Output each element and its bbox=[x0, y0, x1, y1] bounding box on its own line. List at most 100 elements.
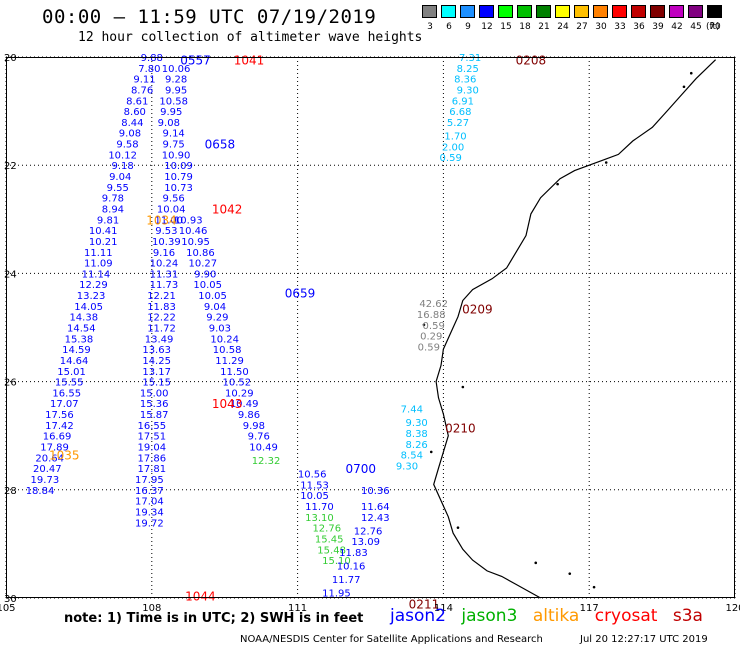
legend-swatch bbox=[498, 5, 513, 18]
swh-label: 9.18 bbox=[112, 161, 134, 172]
swh-label: 9.53 bbox=[155, 226, 177, 237]
swh-label: 10.06 bbox=[162, 64, 191, 75]
swh-label: 11.70 bbox=[305, 502, 334, 513]
swh-label: 9.95 bbox=[160, 107, 182, 118]
swh-label: 11.83 bbox=[147, 302, 176, 313]
swh-label: 12.43 bbox=[361, 513, 390, 524]
swh-label: 17.86 bbox=[137, 453, 166, 464]
swh-label: 10.49 bbox=[249, 443, 278, 454]
swh-label: 0.29 bbox=[420, 332, 442, 343]
swh-label: 15.55 bbox=[55, 378, 84, 389]
coastline bbox=[422, 59, 717, 599]
swh-label: 17.51 bbox=[137, 432, 166, 443]
altimeter-tracks: 9.887.809.118.768.618.608.449.089.5810.1… bbox=[26, 53, 482, 600]
swh-label: 14.59 bbox=[62, 345, 91, 356]
swh-label: 17.04 bbox=[135, 497, 164, 508]
swh-label: 8.44 bbox=[121, 118, 143, 129]
swh-label: 8.60 bbox=[124, 107, 146, 118]
swh-label: 8.25 bbox=[457, 64, 479, 75]
swh-label: 10.86 bbox=[186, 248, 215, 259]
swh-label: 15.01 bbox=[57, 367, 86, 378]
legend-swatch bbox=[460, 5, 475, 18]
swh-label: 10.49 bbox=[230, 399, 259, 410]
swh-label: 6.91 bbox=[452, 96, 474, 107]
lon-tick-label: 120 bbox=[725, 603, 740, 614]
island-dot bbox=[556, 182, 559, 186]
swh-label: 10.73 bbox=[164, 183, 193, 194]
swh-label: 11.73 bbox=[150, 280, 179, 291]
swh-label: 10.58 bbox=[213, 345, 242, 356]
swh-label: 11.00 bbox=[154, 215, 183, 226]
swh-label: 9.03 bbox=[209, 324, 231, 335]
lon-tick-label: 114 bbox=[434, 603, 453, 614]
swh-label: 0.59 bbox=[440, 153, 462, 164]
legend-swatch bbox=[707, 5, 722, 18]
island-dot bbox=[568, 572, 572, 575]
swh-label: 9.29 bbox=[206, 313, 228, 324]
swh-label: 11.11 bbox=[84, 248, 113, 259]
legend-unit: (ft) bbox=[706, 22, 720, 32]
swh-label: 10.09 bbox=[164, 161, 193, 172]
swh-label: 10.24 bbox=[210, 334, 239, 345]
swh-label: 10.36 bbox=[361, 486, 390, 497]
swh-label: 8.36 bbox=[454, 75, 476, 86]
swh-label: 19.34 bbox=[135, 507, 164, 518]
swh-label: 10.56 bbox=[298, 470, 327, 481]
satellite-s3a: s3a bbox=[672, 606, 703, 626]
footer-note: note: 1) Time is in UTC; 2) SWH is in fe… bbox=[64, 611, 364, 626]
page-subtitle: 12 hour collection of altimeter wave hei… bbox=[78, 30, 423, 45]
legend-label: 45 bbox=[690, 22, 702, 32]
generated-time: Jul 20 12:27:17 UTC 2019 bbox=[580, 634, 708, 645]
swh-label: 9.78 bbox=[102, 194, 124, 205]
swh-label: 8.26 bbox=[406, 440, 428, 451]
track-s3a-0208: 7.318.258.369.306.916.685.27 1.702.000.59 bbox=[440, 53, 482, 164]
legend-swatch bbox=[441, 5, 456, 18]
swh-label: 9.16 bbox=[153, 248, 175, 259]
swh-label: 11.31 bbox=[150, 269, 179, 280]
swh-label: 16.69 bbox=[43, 432, 72, 443]
swh-label: 16.88 bbox=[417, 310, 446, 321]
legend-label: 70 bbox=[709, 22, 721, 32]
swh-label: 0.59 bbox=[418, 342, 440, 353]
swh-label: 6.68 bbox=[449, 107, 471, 118]
lat-tick-label: 22 bbox=[4, 161, 17, 172]
swh-label: 9.88 bbox=[141, 53, 163, 64]
swh-label: 13.49 bbox=[145, 334, 174, 345]
legend-label: 33 bbox=[614, 22, 626, 32]
lat-tick-label: 20 bbox=[4, 53, 17, 64]
swh-label: 0.59 bbox=[423, 321, 445, 332]
swh-label: 9.58 bbox=[116, 140, 138, 151]
swh-label: 16.37 bbox=[135, 486, 164, 497]
island-dot bbox=[534, 561, 538, 565]
swh-label: 11.29 bbox=[215, 356, 244, 367]
legend-label: 42 bbox=[671, 22, 683, 32]
pass-label: 0210 bbox=[445, 422, 476, 436]
swh-label: 9.56 bbox=[163, 194, 185, 205]
swh-label: 12.76 bbox=[354, 526, 383, 537]
swh-label: 9.95 bbox=[165, 85, 187, 96]
swh-label: 12.32 bbox=[252, 456, 281, 467]
swh-label: 14.05 bbox=[74, 302, 103, 313]
pass-label: 0658 bbox=[205, 138, 236, 152]
swh-label: 9.98 bbox=[243, 421, 265, 432]
swh-label: 17.42 bbox=[45, 421, 74, 432]
swh-label: 10.05 bbox=[198, 291, 227, 302]
legend-swatch bbox=[650, 5, 665, 18]
swh-label: 8.38 bbox=[406, 429, 428, 440]
island-dot bbox=[422, 323, 426, 327]
swh-label: 15.36 bbox=[140, 399, 169, 410]
legend-label: 36 bbox=[633, 22, 645, 32]
swh-label: 12.29 bbox=[79, 280, 108, 291]
map-frame bbox=[6, 57, 735, 598]
lon-tick-label: 111 bbox=[288, 603, 307, 614]
swh-label: 9.90 bbox=[194, 269, 216, 280]
swh-label: 10.16 bbox=[337, 562, 366, 573]
swh-label: 20.47 bbox=[33, 464, 62, 475]
swh-label: 10.24 bbox=[150, 259, 179, 270]
legend-label: 12 bbox=[481, 22, 493, 32]
swh-label: 10.04 bbox=[157, 204, 186, 215]
